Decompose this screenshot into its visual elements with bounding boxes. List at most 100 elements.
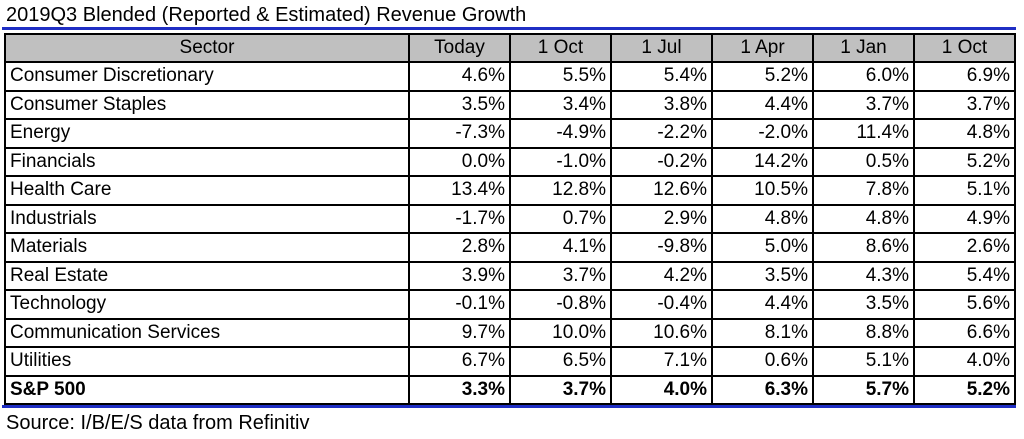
- table-title: 2019Q3 Blended (Reported & Estimated) Re…: [6, 4, 527, 26]
- column-header: Today: [408, 33, 511, 63]
- value-cell: -0.8%: [509, 289, 612, 320]
- sector-cell: Communication Services: [4, 317, 410, 348]
- sector-cell: Materials: [4, 232, 410, 263]
- value-cell: -2.0%: [711, 118, 814, 149]
- value-cell: 0.5%: [812, 146, 915, 177]
- column-header: 1 Oct: [913, 33, 1016, 63]
- value-cell: 3.7%: [509, 374, 612, 405]
- table-row: Financials 0.0% -1.0% -0.2% 14.2% 0.5% 5.2%: [4, 146, 1016, 177]
- value-cell: 4.4%: [711, 289, 814, 320]
- value-cell: 5.6%: [913, 289, 1016, 320]
- value-cell: 5.1%: [913, 175, 1016, 206]
- column-header: 1 Jul: [610, 33, 713, 63]
- value-cell: 5.7%: [812, 374, 915, 405]
- value-cell: -1.0%: [509, 146, 612, 177]
- table-row: Energy -7.3% -4.9% -2.2% -2.0% 11.4% 4.8%: [4, 118, 1016, 149]
- value-cell: 10.0%: [509, 317, 612, 348]
- value-cell: 3.7%: [913, 89, 1016, 120]
- value-cell: 5.2%: [711, 61, 814, 92]
- value-cell: 14.2%: [711, 146, 814, 177]
- sector-cell: Industrials: [4, 203, 410, 234]
- value-cell: 12.6%: [610, 175, 713, 206]
- value-cell: 4.2%: [610, 260, 713, 291]
- value-cell: 4.0%: [913, 346, 1016, 377]
- value-cell: 3.4%: [509, 89, 612, 120]
- value-cell: 4.6%: [408, 61, 511, 92]
- value-cell: -0.2%: [610, 146, 713, 177]
- value-cell: 6.5%: [509, 346, 612, 377]
- revenue-growth-table: Sector Today 1 Oct 1 Jul 1 Apr 1 Jan 1 O…: [4, 33, 1016, 405]
- sector-cell: Energy: [4, 118, 410, 149]
- value-cell: 4.3%: [812, 260, 915, 291]
- value-cell: 8.1%: [711, 317, 814, 348]
- value-cell: 4.1%: [509, 232, 612, 263]
- value-cell: 5.2%: [913, 374, 1016, 405]
- value-cell: -2.2%: [610, 118, 713, 149]
- value-cell: -4.9%: [509, 118, 612, 149]
- value-cell: 3.9%: [408, 260, 511, 291]
- source-note: Source: I/B/E/S data from Refinitiv: [6, 412, 310, 434]
- table-row: Technology -0.1% -0.8% -0.4% 4.4% 3.5% 5.6%: [4, 289, 1016, 320]
- sector-cell: Financials: [4, 146, 410, 177]
- table-body: Consumer Discretionary 4.6% 5.5% 5.4% 5.2% 6.…: [4, 61, 1016, 405]
- sector-cell: Health Care: [4, 175, 410, 206]
- value-cell: -9.8%: [610, 232, 713, 263]
- table-row: Communication Services 9.7% 10.0% 10.6% 8.1%…: [4, 317, 1016, 348]
- value-cell: 8.6%: [812, 232, 915, 263]
- value-cell: 4.8%: [913, 118, 1016, 149]
- value-cell: 4.4%: [711, 89, 814, 120]
- table-row: Health Care 13.4% 12.8% 12.6% 10.5% 7.8% 5.1%: [4, 175, 1016, 206]
- sector-cell: S&P 500: [4, 374, 410, 405]
- table-row: Consumer Staples 3.5% 3.4% 3.8% 4.4% 3.7% 3.7%: [4, 89, 1016, 120]
- value-cell: 0.6%: [711, 346, 814, 377]
- value-cell: -1.7%: [408, 203, 511, 234]
- value-cell: 6.6%: [913, 317, 1016, 348]
- value-cell: 4.9%: [913, 203, 1016, 234]
- table-row: Utilities 6.7% 6.5% 7.1% 0.6% 5.1% 4.0%: [4, 346, 1016, 377]
- column-header: 1 Oct: [509, 33, 612, 63]
- sector-cell: Consumer Staples: [4, 89, 410, 120]
- sector-cell: Utilities: [4, 346, 410, 377]
- value-cell: 2.9%: [610, 203, 713, 234]
- column-header: Sector: [4, 33, 410, 63]
- value-cell: 6.7%: [408, 346, 511, 377]
- header-row: Sector Today 1 Oct 1 Jul 1 Apr 1 Jan 1 O…: [4, 33, 1016, 63]
- value-cell: 6.0%: [812, 61, 915, 92]
- value-cell: 13.4%: [408, 175, 511, 206]
- value-cell: 7.8%: [812, 175, 915, 206]
- column-header: 1 Apr: [711, 33, 814, 63]
- value-cell: 5.1%: [812, 346, 915, 377]
- value-cell: 5.2%: [913, 146, 1016, 177]
- value-cell: 0.7%: [509, 203, 612, 234]
- sector-cell: Consumer Discretionary: [4, 61, 410, 92]
- value-cell: 10.5%: [711, 175, 814, 206]
- value-cell: 3.3%: [408, 374, 511, 405]
- value-cell: -7.3%: [408, 118, 511, 149]
- table-row: Real Estate 3.9% 3.7% 4.2% 3.5% 4.3% 5.4%: [4, 260, 1016, 291]
- value-cell: 2.6%: [913, 232, 1016, 263]
- value-cell: 4.0%: [610, 374, 713, 405]
- sector-cell: Real Estate: [4, 260, 410, 291]
- value-cell: 5.4%: [913, 260, 1016, 291]
- bottom-rule: [2, 405, 1016, 408]
- value-cell: 9.7%: [408, 317, 511, 348]
- value-cell: 3.7%: [812, 89, 915, 120]
- value-cell: 3.5%: [812, 289, 915, 320]
- value-cell: 7.1%: [610, 346, 713, 377]
- value-cell: -0.4%: [610, 289, 713, 320]
- value-cell: 3.5%: [408, 89, 511, 120]
- value-cell: 2.8%: [408, 232, 511, 263]
- table-row: Consumer Discretionary 4.6% 5.5% 5.4% 5.2% 6.…: [4, 61, 1016, 92]
- value-cell: 12.8%: [509, 175, 612, 206]
- value-cell: 6.3%: [711, 374, 814, 405]
- value-cell: 5.5%: [509, 61, 612, 92]
- sector-cell: Technology: [4, 289, 410, 320]
- value-cell: 3.7%: [509, 260, 612, 291]
- value-cell: -0.1%: [408, 289, 511, 320]
- value-cell: 11.4%: [812, 118, 915, 149]
- value-cell: 5.0%: [711, 232, 814, 263]
- table-row: Industrials -1.7% 0.7% 2.9% 4.8% 4.8% 4.9%: [4, 203, 1016, 234]
- value-cell: 3.5%: [711, 260, 814, 291]
- top-rule: [2, 27, 1016, 30]
- total-row: S&P 500 3.3% 3.7% 4.0% 6.3% 5.7% 5.2%: [4, 374, 1016, 405]
